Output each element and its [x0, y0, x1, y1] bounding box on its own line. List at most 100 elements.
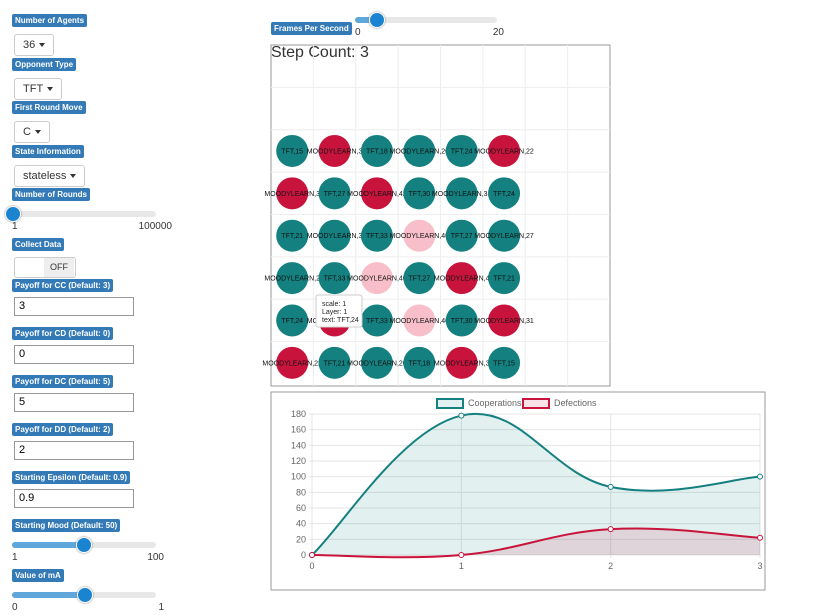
agent-label: MOODYLEARN,40: [347, 276, 407, 283]
y-tick-label: 40: [296, 519, 306, 529]
control-label: Payoff for DD (Default: 2): [12, 423, 114, 436]
agent: [360, 346, 393, 379]
y-tick-label: 100: [291, 472, 306, 482]
slider-min: 0: [355, 27, 361, 38]
slider-min: 0: [12, 602, 18, 613]
text-input[interactable]: 0: [14, 345, 134, 364]
agent-label: MOODYLEARN,3: [434, 360, 490, 367]
agent: [318, 134, 351, 167]
agent-label: TFT,15: [493, 360, 515, 367]
agent: [488, 177, 521, 210]
text-input[interactable]: 5: [14, 393, 134, 412]
agent-label: MOODYLEARN,22: [474, 148, 534, 155]
control-label: State Information: [12, 145, 84, 158]
agent-label: MOODYLEARN,40: [390, 233, 450, 240]
control-label: Payoff for CD (Default: 0): [12, 327, 114, 340]
slider-fill: [12, 592, 84, 598]
slider-track[interactable]: [355, 17, 497, 23]
agent-label: MOODYLEARN,3: [307, 148, 363, 155]
agent: [318, 346, 351, 379]
agent: [403, 134, 436, 167]
y-tick-label: 20: [296, 534, 306, 544]
data-point: [607, 483, 614, 490]
control-label: Payoff for DC (Default: 5): [12, 375, 114, 388]
legend-label: Cooperations: [468, 398, 522, 408]
series-line: [311, 412, 761, 556]
agent-label: MOODYLEARN,4: [434, 276, 490, 283]
agent-label: TFT,24: [451, 148, 473, 155]
agent: [276, 304, 309, 337]
dropdown[interactable]: stateless: [14, 165, 86, 187]
agent-label: MOODYLEARN,22: [262, 360, 322, 367]
slider-max: 100000: [138, 221, 172, 232]
agent-label: MOODYLEARN,20: [347, 360, 407, 367]
slider-min: 1: [12, 221, 18, 232]
control-label: Value of mA: [12, 569, 64, 582]
dropdown[interactable]: TFT: [14, 78, 63, 100]
agent-label: TFT,21: [281, 233, 303, 240]
slider-handle[interactable]: [76, 537, 93, 553]
agent-label: TFT,24: [493, 191, 515, 198]
x-tick-label: 1: [459, 561, 464, 571]
agent: [360, 134, 393, 167]
toggle-state: OFF: [44, 258, 74, 277]
agent: [360, 219, 393, 252]
agent: [403, 304, 436, 337]
tooltip-line: text: TFT,24: [322, 317, 359, 324]
agent: [360, 177, 393, 210]
slider-handle[interactable]: [77, 587, 93, 603]
y-tick-label: 60: [296, 503, 306, 513]
control-label: Number of Rounds: [12, 188, 90, 201]
agent: [445, 177, 478, 210]
control-label: Collect Data: [12, 238, 65, 251]
series-area: [312, 528, 760, 558]
control-label: Starting Mood (Default: 50): [12, 519, 121, 532]
agent: [403, 262, 436, 295]
slider-max: 20: [492, 27, 504, 38]
agent-label: MOODYLEARN,3: [264, 191, 320, 198]
agent: [445, 262, 478, 295]
slider-handle[interactable]: [369, 12, 386, 28]
fps-label: Frames Per Second: [271, 22, 352, 35]
y-tick-label: 160: [291, 425, 306, 435]
slider-track[interactable]: [12, 211, 156, 217]
control-label: First Round Move: [12, 101, 86, 114]
agent: [276, 177, 309, 210]
y-tick-label: 0: [301, 550, 306, 560]
text-input[interactable]: 0.9: [14, 489, 134, 508]
agent-label: MOODYLEARN,40: [390, 318, 450, 325]
tooltip: [315, 294, 363, 328]
agent-label: MOODYLEARN,31: [474, 318, 534, 325]
agent: [276, 134, 309, 167]
series-area: [312, 413, 760, 555]
agent: [445, 346, 478, 379]
agent: [488, 219, 521, 252]
agent: [445, 134, 478, 167]
agent: [488, 304, 521, 337]
agent-label: TFT,21: [324, 360, 346, 367]
agent-label: TFT,27: [451, 233, 473, 240]
agent: [488, 262, 521, 295]
agent-label: TFT,21: [493, 276, 515, 283]
text-input[interactable]: 2: [14, 441, 134, 460]
y-tick-label: 120: [291, 456, 306, 466]
y-tick-label: 80: [296, 487, 306, 497]
dropdown[interactable]: 36: [14, 34, 55, 56]
legend-swatch: [436, 398, 464, 409]
y-tick-label: 140: [291, 440, 306, 450]
agent-label: TFT,33: [366, 233, 388, 240]
data-point: [309, 552, 315, 558]
agent: [445, 304, 478, 337]
agent: [276, 262, 309, 295]
tooltip-line: Layer: 1: [322, 309, 347, 316]
agent-label: TFT,33: [366, 318, 388, 325]
dropdown[interactable]: C: [14, 121, 50, 143]
data-point: [757, 473, 763, 480]
slider-handle[interactable]: [5, 206, 21, 222]
step-count: Step Count: 3: [271, 44, 369, 61]
agent-label: TFT,30: [408, 191, 430, 198]
x-tick-label: 2: [608, 561, 613, 571]
text-input[interactable]: 3: [14, 297, 134, 316]
slider-max: 100: [147, 552, 164, 563]
